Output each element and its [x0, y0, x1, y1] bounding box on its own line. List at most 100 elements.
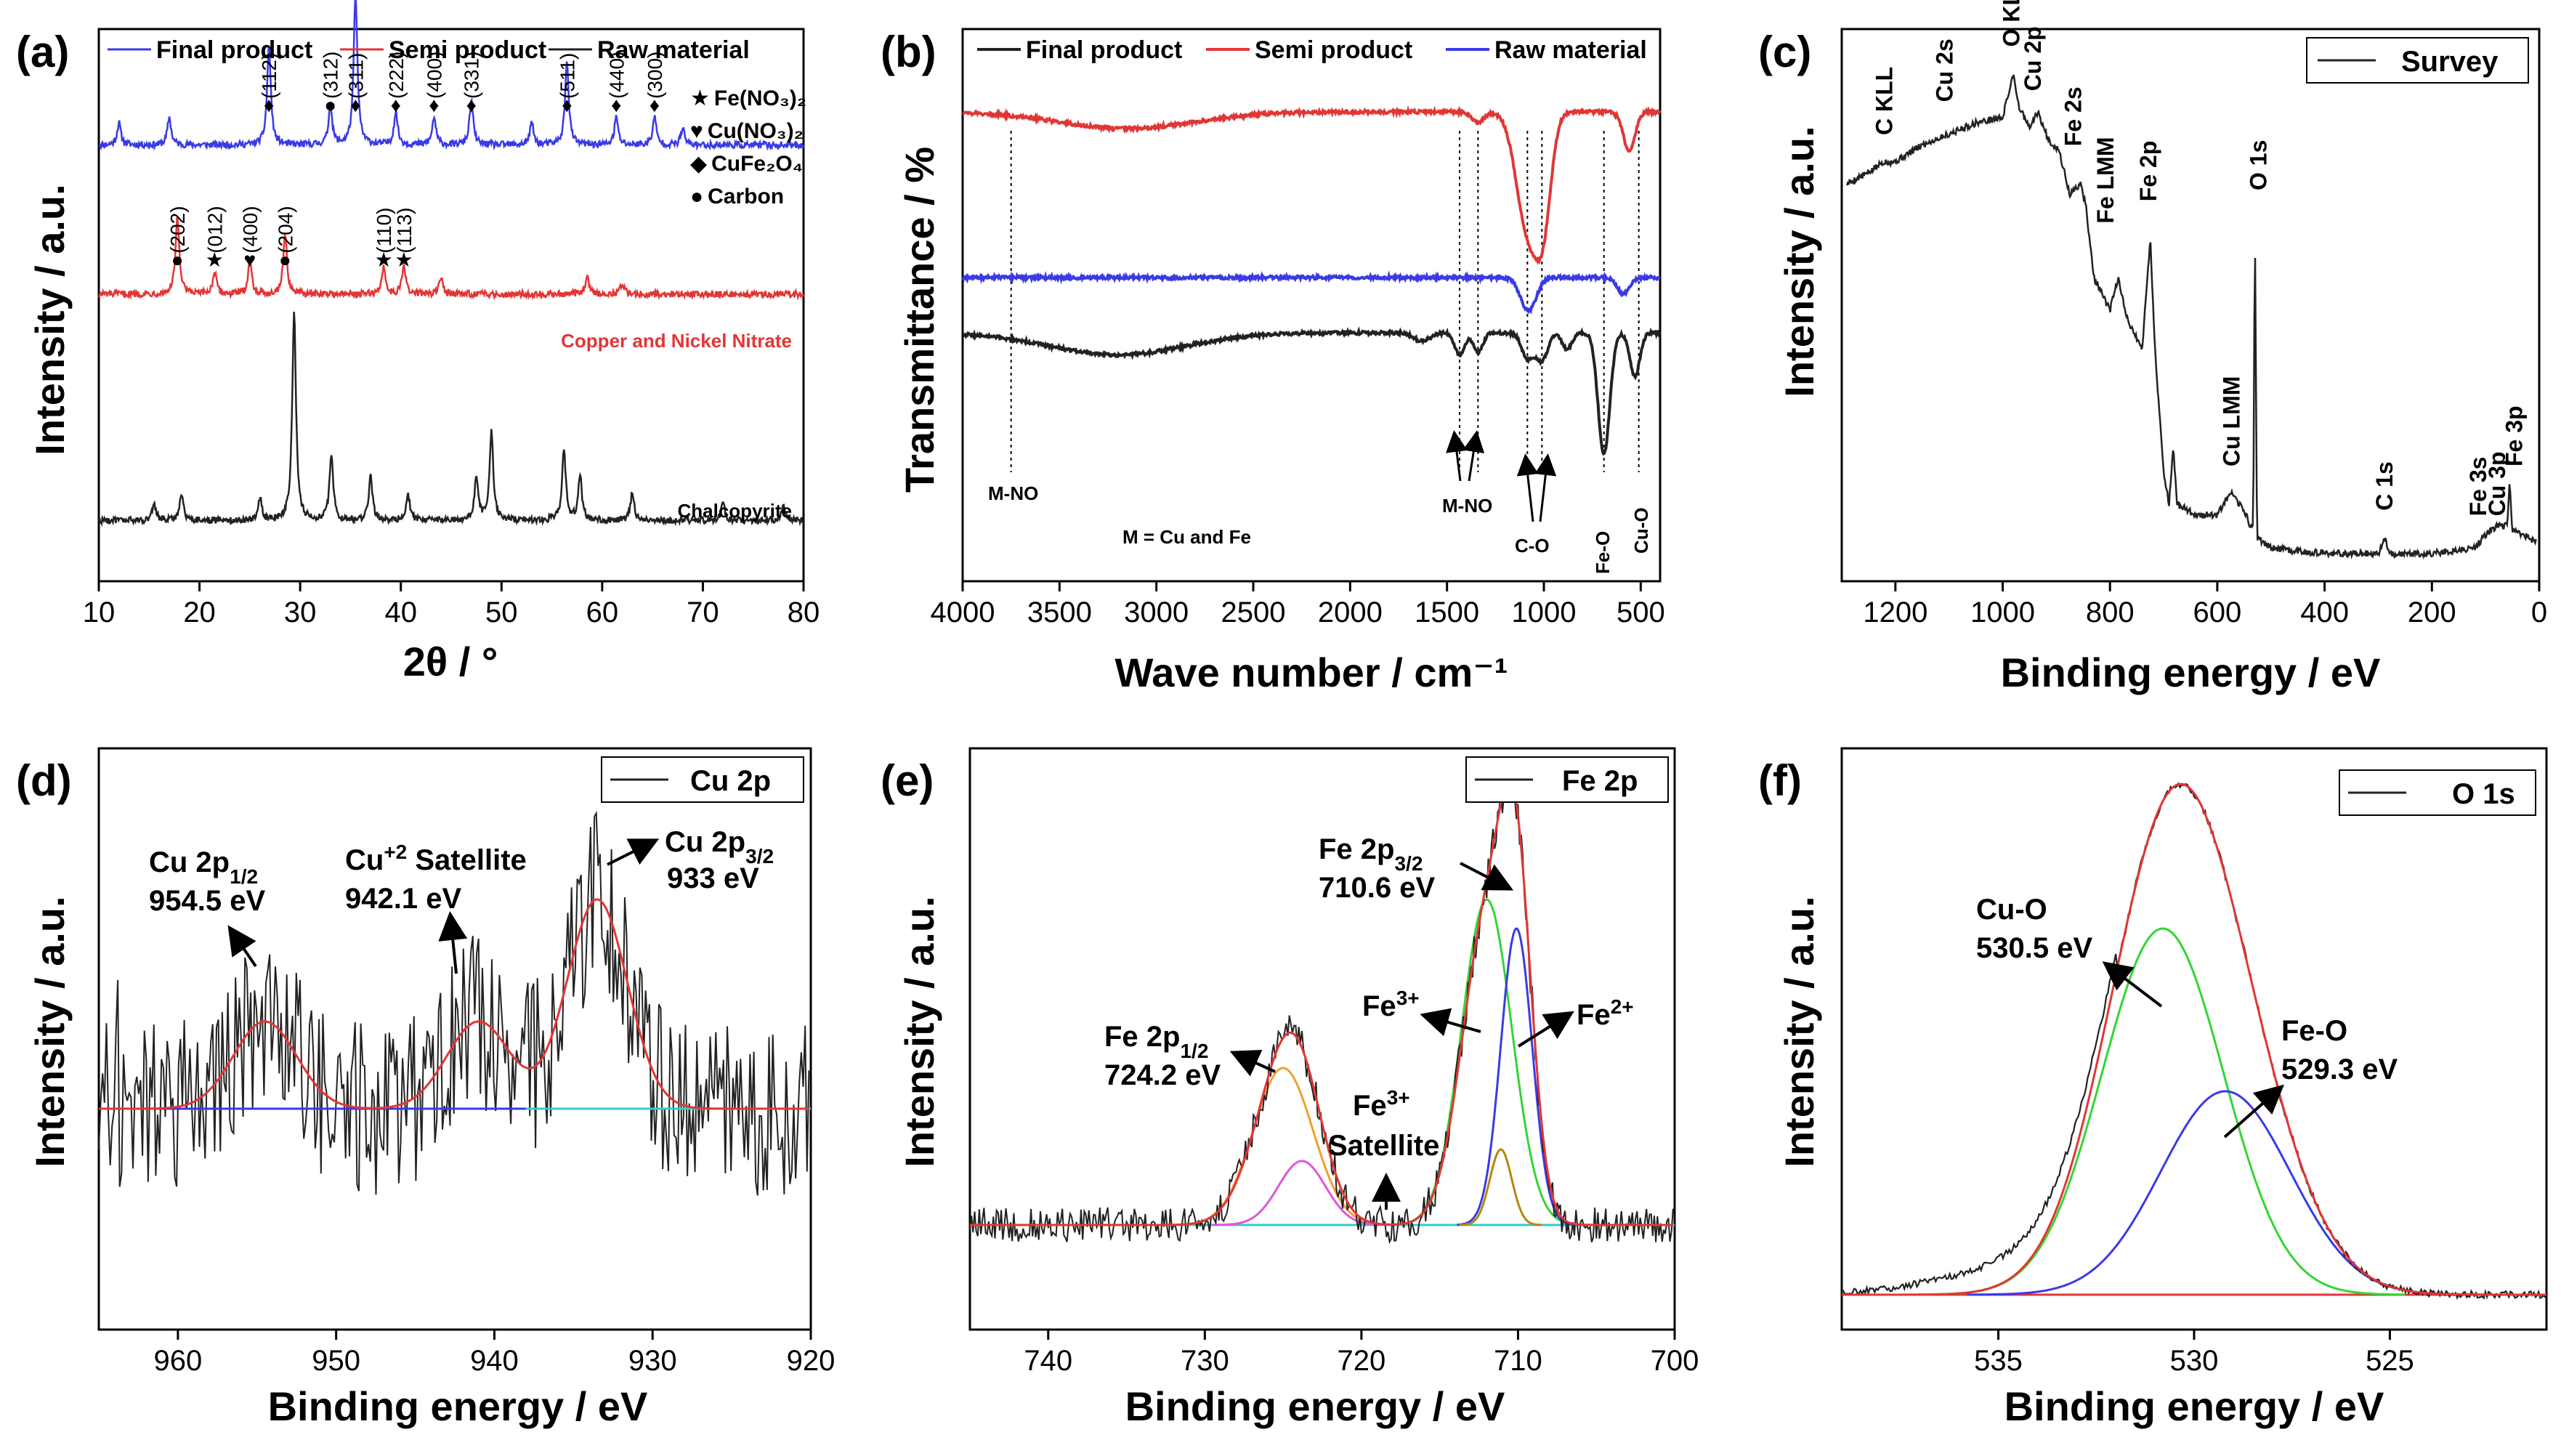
arrow-fe2p32 — [1460, 862, 1514, 891]
peak-label: (204) — [274, 206, 296, 253]
survey-peak-label: Fe 2p — [2135, 141, 2161, 202]
x-tick-label: 0 — [2531, 596, 2547, 628]
panel-c-ylabel: Intensity / a.u. — [1776, 126, 1822, 397]
arrow-feo — [2223, 1084, 2285, 1138]
legend-final: Final product — [156, 36, 312, 64]
series-cu2p-data — [98, 810, 810, 1196]
arrow-cu2p12 — [227, 925, 257, 968]
panel-b-ticks: 4000 3500 3000 2500 2000 1500 1000 500 — [931, 581, 1665, 628]
panel-e-ylabel: Intensity / a.u. — [897, 896, 942, 1167]
x-tick-label: 20 — [183, 596, 216, 628]
peak-label: (511) — [556, 53, 578, 99]
series-raw-material — [97, 312, 804, 527]
arrow-cu2p32 — [607, 838, 660, 866]
legend-o1s: O 1s — [2452, 778, 2515, 810]
arrow-mno-1 — [1446, 430, 1468, 482]
arrow-cu-sat — [438, 911, 468, 974]
x-tick-label: 535 — [1974, 1345, 2023, 1377]
peak-label: (311) — [344, 53, 367, 99]
component-cu-o — [1919, 927, 2406, 1296]
series-fe2p-envelope — [970, 779, 1673, 1226]
panel-b-frame — [961, 28, 1662, 583]
panel-b-series — [961, 105, 1662, 456]
x-tick-label: 1000 — [1970, 596, 2035, 628]
panel-a-series — [97, 0, 805, 527]
x-tick-label: 10 — [83, 596, 116, 628]
x-tick-label: 800 — [2086, 596, 2135, 628]
peak-label: (113) — [393, 208, 416, 254]
survey-peak-label: C KLL — [1872, 67, 1898, 135]
survey-peak-label: Fe 2s — [2060, 86, 2087, 146]
peak-marker: ♦ — [350, 94, 360, 116]
x-tick-label: 525 — [2366, 1345, 2414, 1377]
panel-e-frame — [968, 747, 1676, 1331]
series-o1s-envelope — [1842, 782, 2546, 1296]
peak-label: (400) — [239, 206, 262, 253]
panel-c-ticks: 1200 1000 800 600 400 200 0 — [1863, 581, 2547, 628]
panel-c: (c) Intensity / a.u. Binding energy / eV… — [1758, 0, 2547, 695]
survey-peak-label: Cu 2p — [2020, 26, 2046, 91]
peak-label: (112) — [258, 53, 280, 99]
panel-d-ylabel: Intensity / a.u. — [27, 896, 73, 1167]
panel-d-series — [98, 810, 811, 1196]
ann-fe2p12-name: Fe 2p1/2 — [1104, 1021, 1208, 1062]
arrow-fe2plus — [1517, 1011, 1574, 1048]
peak-marker: ★ — [395, 248, 413, 271]
legend-survey: Survey — [2401, 46, 2499, 78]
arrow-cuo — [2102, 961, 2163, 1008]
panel-a-peak-labels: ♦(112)●(312)♦(311)♦(222)♦(400)♦(331)♦(51… — [166, 52, 666, 271]
panel-d-frame — [97, 747, 812, 1331]
ann-cuo-name: Cu-O — [1976, 894, 2047, 926]
x-tick-label: 40 — [384, 596, 417, 628]
panel-e: (e) Intensity / a.u. Binding energy / eV… — [881, 747, 1699, 1429]
x-tick-label: 2500 — [1221, 596, 1286, 628]
ann-fe3-sat-rest: Satellite — [1328, 1130, 1439, 1162]
peak-marker: ♥ — [244, 248, 256, 271]
x-tick-label: 30 — [284, 596, 317, 628]
panel-f-series — [1841, 782, 2547, 1301]
marker-legend-star: ★ Fe(NO₃)₂ — [690, 86, 806, 110]
panel-c-series — [1846, 74, 2537, 560]
x-tick-label: 700 — [1651, 1345, 1699, 1377]
component-minor — [1459, 1148, 1542, 1226]
panel-c-label: (c) — [1758, 28, 1811, 76]
series-semi-product — [97, 217, 805, 301]
panel-b-label: (b) — [881, 28, 936, 76]
peak-marker: ● — [279, 248, 291, 271]
svg-text:Cu-O: Cu-O — [1630, 507, 1652, 554]
series-o1s-data — [1841, 782, 2547, 1301]
peak-label: (440) — [605, 52, 628, 99]
panel-a-ticks: 10 20 30 40 50 60 70 80 — [83, 581, 820, 628]
panel-f-xlabel: Binding energy / eV — [2004, 1383, 2384, 1429]
x-tick-label: 4000 — [931, 596, 995, 628]
svg-text:Intensity / a.u.: Intensity / a.u. — [897, 896, 942, 1167]
component-fe-o — [1967, 1090, 2484, 1296]
ann-fe2p32-name: Fe 2p3/2 — [1319, 833, 1423, 875]
ann-fe3-sat-name: Fe3+ — [1353, 1086, 1410, 1123]
panel-b-dotted-markers — [1010, 131, 1640, 472]
marker-legend-diamond: ◆ CuFe₂O₄ — [690, 152, 803, 176]
x-tick-label: 940 — [470, 1345, 519, 1377]
series-final-product — [98, 0, 805, 151]
x-tick-label: 710 — [1494, 1345, 1542, 1377]
panel-b-ylabel: Transmittance / % — [897, 147, 942, 493]
x-tick-label: 70 — [687, 596, 719, 628]
panel-f-frame — [1840, 747, 2548, 1331]
survey-peak-label: Fe 3s — [2465, 457, 2491, 517]
raw-note: Chalcopyrite — [678, 500, 793, 522]
panel-e-ticks: 740 730 720 710 700 — [1024, 1330, 1699, 1377]
arrow-mno-2 — [1462, 430, 1485, 482]
label-co: C-O — [1515, 535, 1550, 557]
ann-cu2p32-name: Cu 2p3/2 — [665, 826, 774, 867]
semi-note: Copper and Nickel Nitrate — [561, 330, 792, 352]
svg-text:Intensity / a.u.: Intensity / a.u. — [1776, 896, 1822, 1167]
panel-f-ylabel: Intensity / a.u. — [1776, 896, 1822, 1167]
x-tick-label: 730 — [1181, 1345, 1229, 1377]
peak-label: (012) — [203, 206, 226, 253]
legend-raw: Raw material — [597, 36, 750, 64]
label-feo: Fe-O — [1592, 531, 1614, 574]
ann-fe2plus: Fe2+ — [1577, 995, 1634, 1032]
peak-marker: ♦ — [466, 94, 477, 116]
